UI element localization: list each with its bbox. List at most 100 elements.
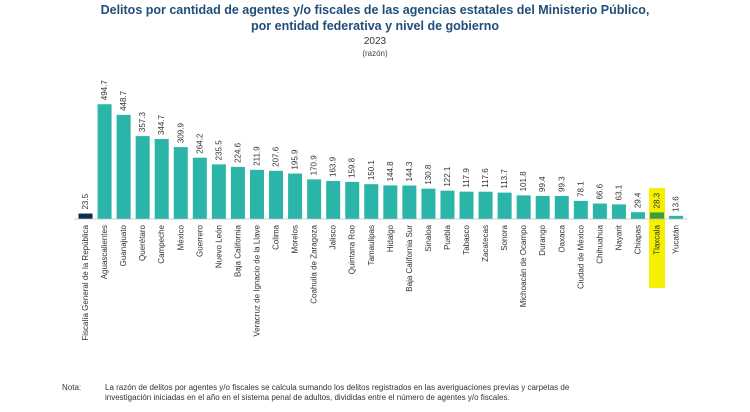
value-label: 159.8: [348, 157, 357, 178]
bar-chart: 23.5 Fiscalía General de la República 494.…: [74, 80, 688, 341]
category-label: Tlaxcala: [653, 224, 662, 254]
value-label: 494.7: [100, 80, 109, 101]
value-label: 113.7: [500, 169, 509, 189]
bar: [345, 181, 360, 219]
value-label: 117.6: [481, 168, 490, 188]
bar: [554, 195, 569, 219]
bar: [669, 215, 684, 219]
chart-year: 2023: [363, 36, 387, 47]
bar: [573, 200, 588, 219]
chart-title-line-2: por entidad federativa y nivel de gobier…: [251, 19, 499, 33]
value-label: 163.9: [329, 156, 338, 177]
bar: [611, 204, 626, 219]
value-label: 235.5: [214, 140, 223, 161]
value-label: 13.6: [672, 196, 681, 212]
category-label: Chiapas: [633, 225, 642, 254]
category-label: México: [176, 224, 185, 250]
category-label: Fiscalía General de la República: [81, 224, 90, 340]
bar: [116, 114, 131, 219]
bar: [288, 173, 303, 219]
bar: [516, 195, 531, 219]
bar: [497, 192, 512, 219]
note-line-2: investigación iniciadas en el año en el …: [105, 392, 510, 402]
category-label: Querétaro: [138, 224, 147, 261]
value-label: 144.8: [386, 161, 395, 182]
value-label: 66.6: [595, 183, 604, 199]
category-label: Guerrero: [195, 224, 204, 257]
category-label: Sonora: [500, 224, 509, 250]
bar: [478, 191, 493, 219]
category-label: Coahuila de Zaragoza: [310, 224, 319, 303]
category-label: Morelos: [291, 225, 300, 253]
value-label: 448.7: [119, 90, 128, 111]
value-label: 99.4: [538, 176, 547, 192]
value-label: 28.3: [653, 192, 662, 208]
category-label: Michoacán de Ocampo: [519, 224, 528, 307]
value-label: 130.8: [424, 164, 433, 185]
value-label: 144.3: [405, 161, 414, 182]
value-label: 211.9: [252, 146, 261, 166]
value-label: 357.3: [138, 112, 147, 133]
bar: [383, 185, 398, 219]
category-label: Colima: [272, 224, 281, 249]
bar: [307, 179, 322, 219]
category-label: Aguascalientes: [100, 225, 109, 279]
bar: [269, 170, 284, 219]
value-label: 150.1: [367, 160, 376, 181]
bar: [650, 212, 665, 219]
category-label: Hidalgo: [386, 224, 395, 252]
category-label: Veracruz de Ignacio de la Llave: [252, 224, 261, 336]
value-label: 99.3: [557, 176, 566, 192]
category-label: Sinaloa: [424, 224, 433, 251]
bar: [326, 180, 341, 219]
bar: [230, 166, 245, 219]
value-label: 122.1: [443, 166, 452, 187]
value-label: 344.7: [157, 114, 166, 135]
value-label: 170.9: [310, 155, 319, 176]
category-label: Tamaulipas: [367, 225, 376, 265]
bar: [440, 190, 455, 219]
note-line-1: La razón de delitos por agentes y/o fisc…: [105, 383, 570, 392]
value-label: 78.1: [576, 181, 585, 197]
category-label: Nayarit: [614, 224, 623, 250]
value-label: 309.9: [176, 123, 185, 144]
category-label: Nuevo León: [214, 225, 223, 268]
chart-unit: (razón): [362, 49, 388, 58]
category-label: Yucatán: [672, 225, 681, 254]
bar: [402, 185, 417, 219]
bar: [535, 195, 550, 219]
category-label: Oaxaca: [557, 224, 566, 252]
bar: [135, 136, 150, 219]
value-label: 101.8: [519, 171, 528, 192]
note-label: Nota:: [62, 383, 82, 392]
category-label: Guanajuato: [119, 224, 128, 266]
bar: [630, 212, 645, 219]
category-label: Chihuahua: [595, 224, 604, 263]
value-label: 29.4: [633, 192, 642, 208]
category-label: Baja California: [233, 224, 242, 277]
value-label: 207.6: [272, 146, 281, 167]
bar: [592, 203, 607, 219]
bar: [173, 147, 188, 219]
bar: [249, 169, 264, 219]
category-label: Jalisco: [329, 224, 338, 249]
category-label: Zacatecas: [481, 225, 490, 262]
bar: [459, 191, 474, 219]
category-label: Durango: [538, 224, 547, 255]
bar: [192, 157, 207, 219]
category-label: Baja California Sur: [405, 225, 414, 292]
value-label: 117.9: [462, 168, 471, 188]
note-text: La razón de delitos por agentes y/o fisc…: [105, 383, 695, 402]
bar: [421, 188, 436, 219]
bar: [211, 164, 226, 219]
bar: [78, 213, 93, 219]
category-label: Tabasco: [462, 224, 471, 254]
category-label: Quintana Roo: [348, 224, 357, 274]
value-label: 224.6: [233, 142, 242, 163]
chart-title-line-1: Delitos por cantidad de agentes y/o fisc…: [100, 3, 650, 17]
category-label: Ciudad de México: [576, 224, 585, 289]
value-label: 264.2: [195, 133, 204, 154]
value-label: 63.1: [614, 184, 623, 200]
category-label: Puebla: [443, 224, 452, 249]
value-label: 23.5: [81, 193, 90, 209]
